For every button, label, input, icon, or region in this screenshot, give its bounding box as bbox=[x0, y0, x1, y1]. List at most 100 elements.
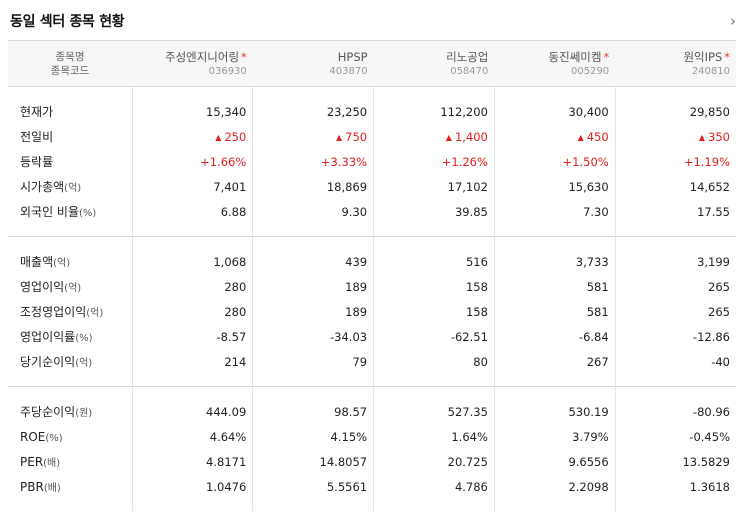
value-text: 3,199 bbox=[697, 254, 730, 269]
value-text: 13.5829 bbox=[682, 454, 730, 469]
company-name-text: 주성엔지니어링 bbox=[164, 49, 240, 64]
star-marker: * bbox=[724, 49, 730, 64]
value-text: 29,850 bbox=[689, 104, 730, 119]
sector-comparison-table: 종목명 종목코드 주성엔지니어링 * 036930 HPSP 403870 리노공업 058… bbox=[8, 40, 736, 511]
company-code: 058470 bbox=[450, 65, 489, 77]
triangle-up-icon: ▲ bbox=[445, 132, 452, 142]
row-label: 현재가 bbox=[8, 86, 133, 124]
value-text: +1.66% bbox=[200, 154, 247, 169]
value-text: 1.0476 bbox=[206, 479, 247, 494]
value-text: 4.786 bbox=[454, 479, 488, 494]
row-label-text: 영업이익 bbox=[20, 280, 65, 294]
value-text: 17.55 bbox=[697, 204, 730, 219]
value-cell: -62.51 bbox=[373, 324, 495, 349]
company-name-link[interactable]: 동진쎄미켐 * bbox=[500, 50, 610, 65]
value-text: +1.19% bbox=[683, 154, 730, 169]
row-label: 등락률 bbox=[8, 149, 133, 174]
company-code: 036930 bbox=[208, 65, 247, 77]
value-text: 15,630 bbox=[568, 179, 609, 194]
chevron-right-icon[interactable]: › bbox=[730, 12, 736, 30]
value-cell: 9.6556 bbox=[494, 449, 616, 474]
panel-header: 동일 섹터 종목 현황 › bbox=[0, 0, 746, 40]
value-text: 158 bbox=[465, 279, 488, 294]
value-text: 5.5561 bbox=[326, 479, 368, 494]
value-text: -12.86 bbox=[692, 329, 730, 344]
value-text: -40 bbox=[711, 354, 730, 369]
value-text: 1,068 bbox=[213, 254, 247, 269]
table-row: 조정영업이익(억) 280 189 158 581 265 bbox=[8, 299, 736, 324]
value-cell: -80.96 bbox=[615, 386, 736, 424]
company-header-0[interactable]: 주성엔지니어링 * 036930 bbox=[132, 40, 253, 87]
value-text: 158 bbox=[465, 304, 488, 319]
value-cell: 516 bbox=[373, 236, 495, 274]
value-text: 4.64% bbox=[209, 429, 247, 444]
table-header-row: 종목명 종목코드 주성엔지니어링 * 036930 HPSP 403870 리노공업 058… bbox=[8, 40, 736, 87]
row-label-text: 전일비 bbox=[20, 130, 54, 144]
value-cell: 112,200 bbox=[373, 86, 495, 124]
value-cell: 80 bbox=[373, 349, 495, 387]
value-cell: 214 bbox=[132, 349, 254, 387]
row-label-text: 조정영업이익 bbox=[20, 305, 87, 319]
company-code: 240810 bbox=[691, 65, 730, 77]
row-label-text: PBR bbox=[20, 480, 44, 494]
value-cell: +1.50% bbox=[494, 149, 616, 174]
value-text: 20.725 bbox=[447, 454, 488, 469]
row-unit: (%) bbox=[45, 432, 63, 444]
value-cell: 3.79% bbox=[494, 424, 616, 449]
table-row: 영업이익(억) 280 189 158 581 265 bbox=[8, 274, 736, 299]
table-row: 매출액(억) 1,068 439 516 3,733 3,199 bbox=[8, 236, 736, 274]
value-cell: 30,400 bbox=[494, 86, 616, 124]
value-text: 112,200 bbox=[440, 104, 488, 119]
triangle-up-icon: ▲ bbox=[215, 132, 222, 142]
value-text: 3,733 bbox=[575, 254, 609, 269]
value-text: 280 bbox=[224, 279, 247, 294]
row-unit: (원) bbox=[75, 408, 93, 419]
value-cell: -8.57 bbox=[132, 324, 254, 349]
row-unit: (억) bbox=[64, 283, 82, 294]
company-code: 403870 bbox=[329, 65, 368, 77]
value-text: 516 bbox=[465, 254, 488, 269]
value-text: -0.45% bbox=[689, 429, 730, 444]
row-label-text: 등락률 bbox=[20, 155, 54, 169]
company-header-2[interactable]: 리노공업 058470 bbox=[373, 40, 495, 87]
table-body: 현재가 15,340 23,250 112,200 30,400 29,850 전일비 ▲ 25… bbox=[8, 86, 736, 511]
company-header-4[interactable]: 원익IPS * 240810 bbox=[615, 40, 736, 87]
company-header-1[interactable]: HPSP 403870 bbox=[252, 40, 374, 87]
label-header-cell: 종목명 종목코드 bbox=[8, 40, 132, 87]
company-name-link[interactable]: HPSP bbox=[259, 50, 368, 65]
triangle-up-icon: ▲ bbox=[577, 132, 584, 142]
value-cell: 158 bbox=[373, 299, 495, 324]
value-text: +1.50% bbox=[562, 154, 609, 169]
value-text: 80 bbox=[473, 354, 488, 369]
value-cell: -0.45% bbox=[615, 424, 736, 449]
value-cell: 158 bbox=[373, 274, 495, 299]
value-text: 4.8171 bbox=[206, 454, 247, 469]
row-label: 시가총액(억) bbox=[8, 174, 133, 199]
value-text: 189 bbox=[345, 279, 368, 294]
company-name-text: 원익IPS bbox=[683, 49, 723, 64]
table-row: PER(배) 4.8171 14.8057 20.725 9.6556 13.5829 bbox=[8, 449, 736, 474]
value-text: +1.26% bbox=[441, 154, 488, 169]
value-text: 14,652 bbox=[689, 179, 730, 194]
table-row: 등락률 +1.66% +3.33% +1.26% +1.50% +1.19% bbox=[8, 149, 736, 174]
value-text: -80.96 bbox=[692, 404, 730, 419]
table-row: 외국인 비율(%) 6.88 9.30 39.85 7.30 17.55 bbox=[8, 199, 736, 237]
company-name-link[interactable]: 원익IPS * bbox=[621, 50, 730, 65]
value-cell: 15,630 bbox=[494, 174, 616, 199]
value-text: 189 bbox=[345, 304, 368, 319]
company-name-link[interactable]: 주성엔지니어링 * bbox=[138, 50, 247, 65]
value-cell: 4.786 bbox=[373, 474, 495, 511]
table-row: 영업이익률(%) -8.57 -34.03 -62.51 -6.84 -12.86 bbox=[8, 324, 736, 349]
value-cell: 7,401 bbox=[132, 174, 254, 199]
value-cell: 527.35 bbox=[373, 386, 495, 424]
value-cell: 5.5561 bbox=[252, 474, 375, 511]
company-name-link[interactable]: 리노공업 bbox=[380, 50, 488, 65]
value-text: 7,401 bbox=[213, 179, 247, 194]
row-label-text: 당기순이익 bbox=[20, 355, 76, 369]
table-row: PBR(배) 1.0476 5.5561 4.786 2.2098 1.3618 bbox=[8, 474, 736, 511]
company-header-3[interactable]: 동진쎄미켐 * 005290 bbox=[494, 40, 616, 87]
value-cell: 20.725 bbox=[373, 449, 495, 474]
value-text: 214 bbox=[224, 354, 247, 369]
value-text: 450 bbox=[586, 129, 609, 144]
